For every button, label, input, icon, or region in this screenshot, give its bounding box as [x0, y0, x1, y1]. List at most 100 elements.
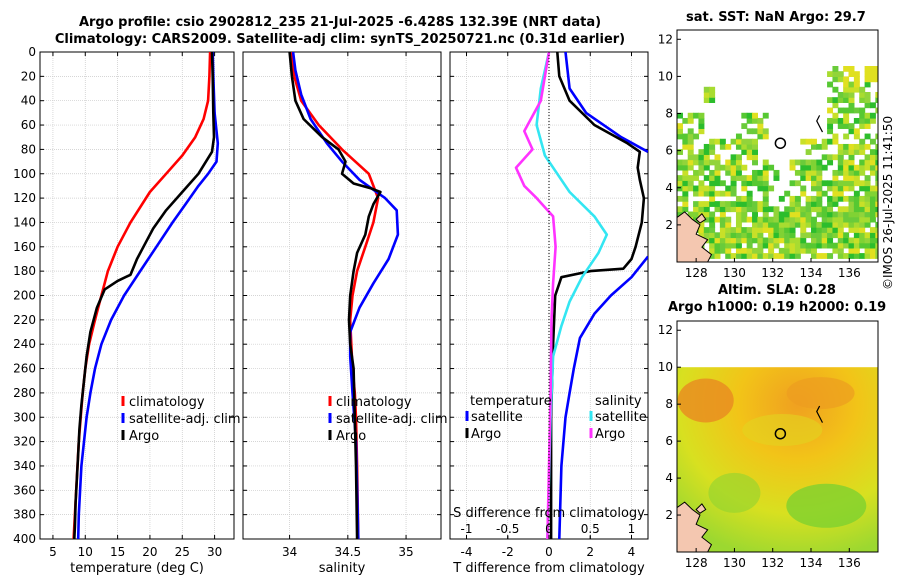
sst-cell: [805, 138, 812, 145]
sst-cell: [714, 216, 721, 223]
sst-cell: [827, 242, 834, 249]
sst-cell: [811, 227, 817, 233]
sst-cell: [677, 206, 683, 213]
sst-cell: [805, 164, 812, 171]
sst-cell: [730, 201, 737, 207]
sst-cell: [843, 76, 850, 83]
sst-cell: [794, 159, 801, 166]
sst-cell: [709, 91, 716, 98]
sst-cell: [800, 211, 807, 218]
sst-cell: [709, 97, 716, 103]
sst-cell: [741, 253, 748, 259]
sst-cell: [789, 206, 796, 213]
island: [816, 115, 824, 133]
sst-cell: [789, 221, 796, 228]
sst-cell: [784, 247, 791, 254]
sst-cell: [853, 206, 860, 213]
series-line-t-argo: [549, 52, 646, 539]
sst-cell: [778, 227, 785, 233]
sst-cell: [805, 201, 812, 207]
sst-cell: [698, 112, 705, 119]
sst-cell: [698, 169, 705, 176]
sst-cell: [832, 86, 839, 93]
sst-cell: [837, 190, 844, 197]
sst-cell: [703, 91, 710, 98]
sst-cell: [875, 180, 878, 187]
sst-cell: [719, 190, 726, 197]
sst-cell: [827, 180, 834, 187]
sst-cell: [843, 112, 850, 119]
sst-cell: [773, 211, 780, 218]
sst-cell: [875, 195, 878, 202]
sst-cell: [752, 232, 758, 239]
sla-map-title-line2: Argo h1000: 0.19 h2000: 0.19: [668, 300, 887, 315]
sst-cell: [784, 190, 791, 197]
x-tick-label: 4: [628, 545, 636, 559]
sst-cell: [816, 164, 823, 171]
sst-cell: [869, 159, 876, 166]
sst-cell: [800, 237, 807, 244]
sst-cell: [875, 149, 878, 155]
sst-cell: [837, 123, 844, 129]
sst-cell: [811, 169, 817, 176]
sst-cell: [693, 190, 700, 197]
sst-cell: [784, 221, 791, 228]
sst-cell: [827, 117, 834, 124]
sst-cell: [757, 117, 764, 124]
sst-cell: [709, 175, 716, 181]
sst-cell: [843, 86, 850, 93]
sst-cell: [784, 237, 791, 244]
sst-cell: [687, 164, 694, 171]
sst-cell: [682, 169, 689, 176]
land-mass: [695, 503, 707, 514]
sst-cell: [735, 216, 742, 223]
sst-cell: [875, 206, 878, 213]
sst-cell: [757, 175, 764, 181]
sst-cell: [853, 133, 860, 140]
sst-cell: [778, 221, 785, 228]
sst-cell: [719, 180, 726, 187]
sst-cell: [693, 133, 700, 140]
sst-cell: [832, 242, 839, 249]
sst-cell: [762, 253, 769, 259]
sst-cell: [864, 180, 871, 187]
sst-cell: [698, 185, 705, 192]
sst-cell: [746, 138, 753, 145]
sst-cell: [859, 123, 866, 129]
sst-cell: [853, 71, 860, 77]
argo-position-marker: [774, 427, 787, 440]
sst-cell: [762, 159, 769, 166]
sst-cell: [875, 211, 878, 218]
sst-cell: [746, 154, 753, 161]
sst-cell: [800, 175, 807, 181]
map-y-tick-label: 8: [665, 107, 673, 121]
sst-cell: [864, 232, 871, 239]
sst-cell: [869, 227, 876, 233]
series-line-t-satellite-deep-: [558, 255, 648, 539]
sst-cell: [832, 221, 839, 228]
sst-cell: [869, 66, 876, 72]
sst-cell: [853, 221, 860, 228]
sst-cell: [789, 242, 796, 249]
sst-cell: [848, 206, 855, 213]
sst-cell: [821, 232, 828, 239]
sst-cell: [853, 190, 860, 197]
sst-cell: [859, 185, 866, 192]
sst-cell: [719, 143, 726, 150]
depth-tick-label: 80: [21, 142, 36, 156]
sst-cell: [859, 117, 866, 124]
sst-cell: [837, 227, 844, 233]
sst-cell: [794, 201, 801, 207]
sst-cell: [677, 180, 683, 187]
sst-cell: [709, 190, 716, 197]
sst-cell: [725, 247, 732, 254]
sst-cell: [677, 128, 683, 135]
sst-cell: [746, 232, 753, 239]
sst-cell: [693, 185, 700, 192]
sst-cell: [735, 195, 742, 202]
sst-cell: [677, 185, 683, 192]
sst-cell: [735, 133, 742, 140]
sst-cell: [784, 242, 791, 249]
sst-cell: [741, 175, 748, 181]
sst-cell: [698, 123, 705, 129]
